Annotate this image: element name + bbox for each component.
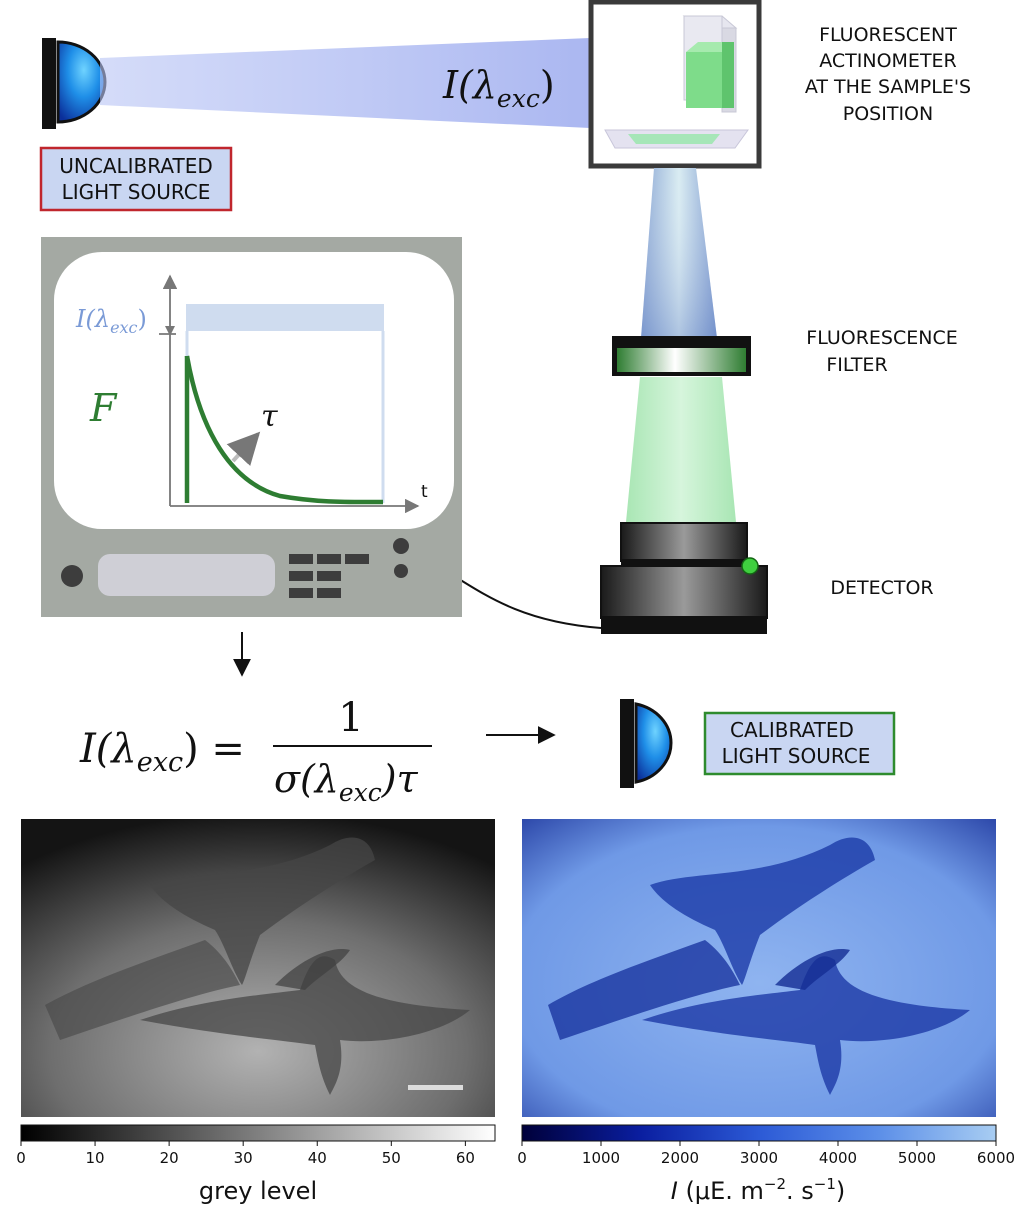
intensity-colorbar-tick-label: 4000 [819, 1149, 857, 1167]
svg-text:LIGHT SOURCE: LIGHT SOURCE [722, 744, 871, 768]
svg-text:FLUORESCENT: FLUORESCENT [819, 24, 957, 46]
svg-text:ACTINOMETER: ACTINOMETER [819, 50, 957, 72]
time-axis-label: t [421, 482, 428, 502]
intensity-colorbar-tick-label: 0 [517, 1149, 527, 1167]
detector-label: DETECTOR [830, 577, 933, 599]
filter-label: FLUORESCENCE FILTER [806, 327, 957, 376]
intensity-colorbar-tick-label: 5000 [898, 1149, 936, 1167]
beam-intensity-label: I(λexc) [442, 63, 555, 113]
grey-level-image [21, 819, 495, 1117]
calibrated-source-label: CALIBRATED LIGHT SOURCE [703, 711, 896, 776]
intensity-colorbar-tick-label: 1000 [582, 1149, 620, 1167]
svg-text:I(λexc) =: I(λexc) = [79, 726, 245, 778]
actinometer-box [588, 0, 762, 169]
svg-text:σ(λexc)τ: σ(λexc)τ [274, 757, 419, 807]
svg-text:FILTER: FILTER [826, 354, 887, 376]
svg-text:POSITION: POSITION [843, 103, 933, 125]
grey-colorbar-label: grey level [199, 1177, 317, 1205]
grey-colorbar-tick-label: 0 [16, 1149, 26, 1167]
grey-colorbar-tick-label: 30 [234, 1149, 253, 1167]
tau-label: τ [261, 399, 278, 434]
intensity-colorbar-label: I (μE. m−2. s−1) [671, 1175, 846, 1205]
detector [600, 522, 768, 634]
fluorescence-label: F [89, 386, 118, 430]
calibrated-light-source [620, 699, 673, 788]
fluorescence-beam [626, 377, 736, 522]
calibrated-intensity-image [522, 819, 996, 1117]
svg-text:UNCALIBRATED: UNCALIBRATED [59, 154, 212, 178]
grey-colorbar-tick-label: 20 [160, 1149, 179, 1167]
uncalibrated-source-label: UNCALIBRATED LIGHT SOURCE [39, 146, 233, 212]
grey-colorbar: 0 10 20 30 40 50 60 grey level [16, 1124, 496, 1205]
grey-colorbar-tick-label: 50 [382, 1149, 401, 1167]
intensity-colorbar-tick-label: 6000 [977, 1149, 1015, 1167]
svg-text:1: 1 [338, 695, 363, 741]
screen-intensity-label: I(λexc) [75, 305, 147, 337]
intensity-colorbar-tick-label: 3000 [740, 1149, 778, 1167]
fluorescence-filter [612, 336, 751, 376]
grey-colorbar-tick-label: 10 [86, 1149, 105, 1167]
grey-colorbar-ticks: 0 10 20 30 40 50 60 [16, 1141, 475, 1167]
intensity-colorbar-tick-label: 2000 [661, 1149, 699, 1167]
svg-text:LIGHT SOURCE: LIGHT SOURCE [62, 180, 211, 204]
svg-text:AT THE SAMPLE'S: AT THE SAMPLE'S [805, 76, 971, 98]
intensity-colorbar: 0 1000 2000 3000 4000 5000 6000 I (μE. m−2. s−… [517, 1124, 1015, 1205]
decay-curve [184, 355, 384, 505]
calibration-equation: I(λexc) = 1 σ(λexc)τ [79, 695, 432, 807]
grey-colorbar-tick-label: 40 [308, 1149, 327, 1167]
svg-text:CALIBRATED: CALIBRATED [730, 718, 854, 742]
svg-text:FLUORESCENCE: FLUORESCENCE [806, 327, 957, 349]
intensity-colorbar-ticks: 0 1000 2000 3000 4000 5000 6000 [517, 1141, 1015, 1167]
uncalibrated-light-source [42, 38, 107, 129]
actinometer-label: FLUORESCENT ACTINOMETER AT THE SAMPLE'S … [805, 24, 971, 125]
svg-text:I(λexc): I(λexc) [442, 63, 555, 113]
excitation-beam [100, 38, 590, 128]
grey-colorbar-tick-label: 60 [456, 1149, 475, 1167]
fluorescence-plot [159, 274, 420, 514]
oscilloscope [41, 237, 462, 617]
